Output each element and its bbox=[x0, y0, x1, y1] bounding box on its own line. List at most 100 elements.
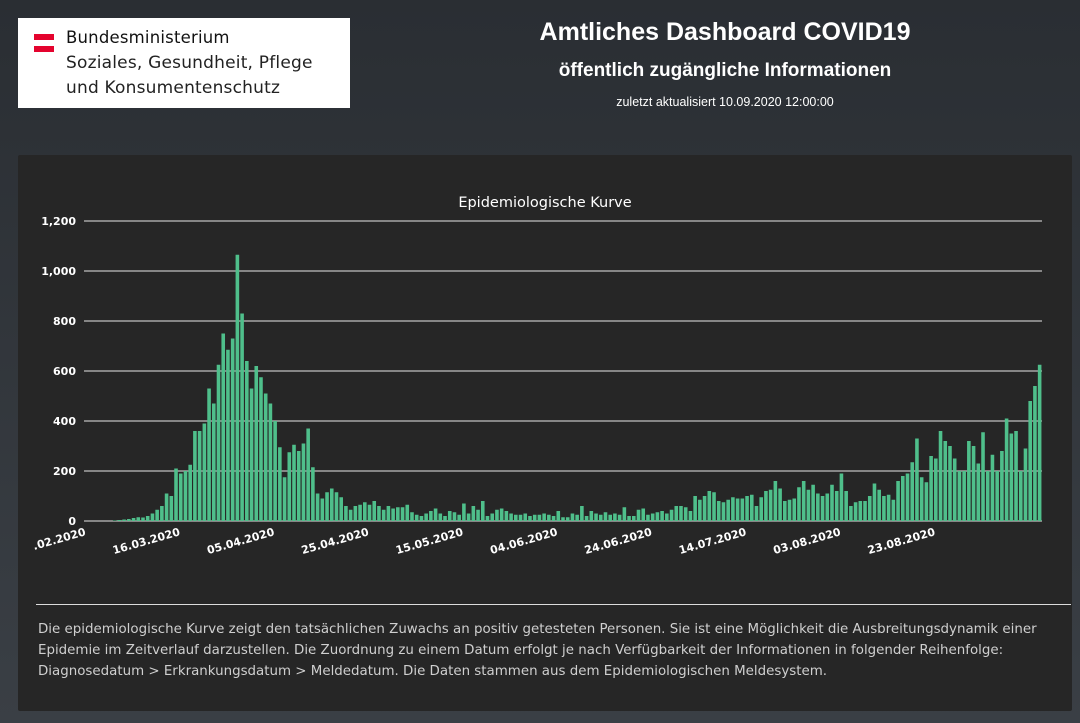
bar[interactable] bbox=[457, 514, 461, 521]
bar[interactable] bbox=[136, 517, 141, 521]
bar[interactable] bbox=[160, 506, 164, 521]
bar[interactable] bbox=[490, 513, 495, 522]
bar[interactable] bbox=[476, 509, 480, 521]
bar[interactable] bbox=[867, 496, 872, 521]
bar[interactable] bbox=[830, 484, 834, 521]
bar[interactable] bbox=[1023, 448, 1028, 522]
bar[interactable] bbox=[740, 498, 745, 522]
bar[interactable] bbox=[372, 501, 377, 521]
bar[interactable] bbox=[575, 514, 579, 521]
bar[interactable] bbox=[749, 494, 754, 521]
bar[interactable] bbox=[344, 506, 348, 521]
bar[interactable] bbox=[773, 481, 778, 521]
bar[interactable] bbox=[556, 511, 561, 521]
bar[interactable] bbox=[934, 458, 938, 522]
bar[interactable] bbox=[259, 377, 263, 521]
bar[interactable] bbox=[155, 509, 159, 521]
bar[interactable] bbox=[358, 504, 362, 521]
bar[interactable] bbox=[853, 502, 858, 521]
bar[interactable] bbox=[292, 444, 296, 521]
bar[interactable] bbox=[226, 349, 230, 521]
bar[interactable] bbox=[863, 501, 867, 521]
bar[interactable] bbox=[164, 493, 169, 522]
bar[interactable] bbox=[688, 511, 693, 521]
bar[interactable] bbox=[315, 493, 320, 522]
bar[interactable] bbox=[414, 514, 419, 521]
bar[interactable] bbox=[499, 508, 504, 522]
bar[interactable] bbox=[589, 511, 594, 521]
bar[interactable] bbox=[377, 506, 381, 521]
bar[interactable] bbox=[221, 333, 226, 522]
bar[interactable] bbox=[985, 471, 990, 521]
bar[interactable] bbox=[646, 514, 650, 521]
bar[interactable] bbox=[447, 511, 452, 521]
bar[interactable] bbox=[698, 499, 702, 521]
bar[interactable] bbox=[216, 364, 221, 521]
bar[interactable] bbox=[660, 511, 664, 521]
bar[interactable] bbox=[183, 471, 188, 521]
bar[interactable] bbox=[844, 491, 848, 521]
bar[interactable] bbox=[240, 313, 244, 522]
bar[interactable] bbox=[561, 517, 565, 521]
bar[interactable] bbox=[405, 504, 410, 521]
bar[interactable] bbox=[273, 421, 277, 521]
bar[interactable] bbox=[202, 423, 207, 522]
bar[interactable] bbox=[174, 468, 178, 522]
bar[interactable] bbox=[1009, 433, 1014, 522]
bar[interactable] bbox=[348, 509, 353, 521]
bar[interactable] bbox=[1018, 471, 1023, 521]
bar[interactable] bbox=[367, 504, 372, 521]
bar[interactable] bbox=[990, 454, 995, 521]
bar[interactable] bbox=[655, 512, 660, 521]
bar[interactable] bbox=[127, 519, 131, 521]
bar[interactable] bbox=[900, 476, 905, 521]
bar[interactable] bbox=[381, 509, 386, 521]
bar[interactable] bbox=[429, 511, 433, 521]
bar[interactable] bbox=[598, 514, 603, 521]
bar[interactable] bbox=[735, 498, 740, 522]
bar[interactable] bbox=[306, 428, 310, 522]
bar[interactable] bbox=[650, 513, 655, 522]
bar[interactable] bbox=[480, 501, 485, 521]
bar[interactable] bbox=[811, 484, 815, 521]
bar[interactable] bbox=[636, 509, 641, 521]
bar[interactable] bbox=[178, 473, 183, 522]
bar[interactable] bbox=[716, 501, 721, 521]
bar[interactable] bbox=[339, 497, 343, 521]
bar[interactable] bbox=[207, 388, 211, 522]
bar[interactable] bbox=[834, 491, 839, 521]
bar[interactable] bbox=[825, 493, 830, 522]
bar[interactable] bbox=[971, 446, 976, 521]
bar[interactable] bbox=[424, 513, 428, 522]
bar[interactable] bbox=[976, 463, 981, 522]
bar[interactable] bbox=[282, 477, 287, 521]
bar[interactable] bbox=[320, 498, 325, 522]
bar[interactable] bbox=[764, 491, 768, 521]
bar[interactable] bbox=[995, 471, 999, 521]
bar[interactable] bbox=[551, 516, 556, 521]
bar[interactable] bbox=[565, 517, 570, 521]
bar[interactable] bbox=[608, 514, 612, 521]
bar[interactable] bbox=[570, 513, 575, 522]
bar[interactable] bbox=[391, 508, 395, 522]
bar[interactable] bbox=[891, 499, 896, 521]
bar[interactable] bbox=[518, 514, 523, 521]
bar[interactable] bbox=[952, 458, 957, 522]
bar[interactable] bbox=[1004, 418, 1009, 522]
bar[interactable] bbox=[278, 447, 282, 521]
bar[interactable] bbox=[131, 518, 136, 521]
bar[interactable] bbox=[594, 513, 598, 522]
bar[interactable] bbox=[353, 506, 358, 521]
bar[interactable] bbox=[962, 471, 966, 521]
bar[interactable] bbox=[1028, 401, 1032, 521]
bar[interactable] bbox=[929, 456, 933, 521]
bar[interactable] bbox=[438, 513, 443, 522]
bar[interactable] bbox=[622, 507, 627, 521]
bar[interactable] bbox=[617, 514, 622, 521]
bar[interactable] bbox=[631, 516, 636, 521]
bar[interactable] bbox=[254, 366, 259, 521]
bar[interactable] bbox=[896, 481, 900, 521]
bar[interactable] bbox=[296, 451, 301, 521]
bar[interactable] bbox=[787, 499, 792, 521]
bar[interactable] bbox=[263, 393, 268, 522]
